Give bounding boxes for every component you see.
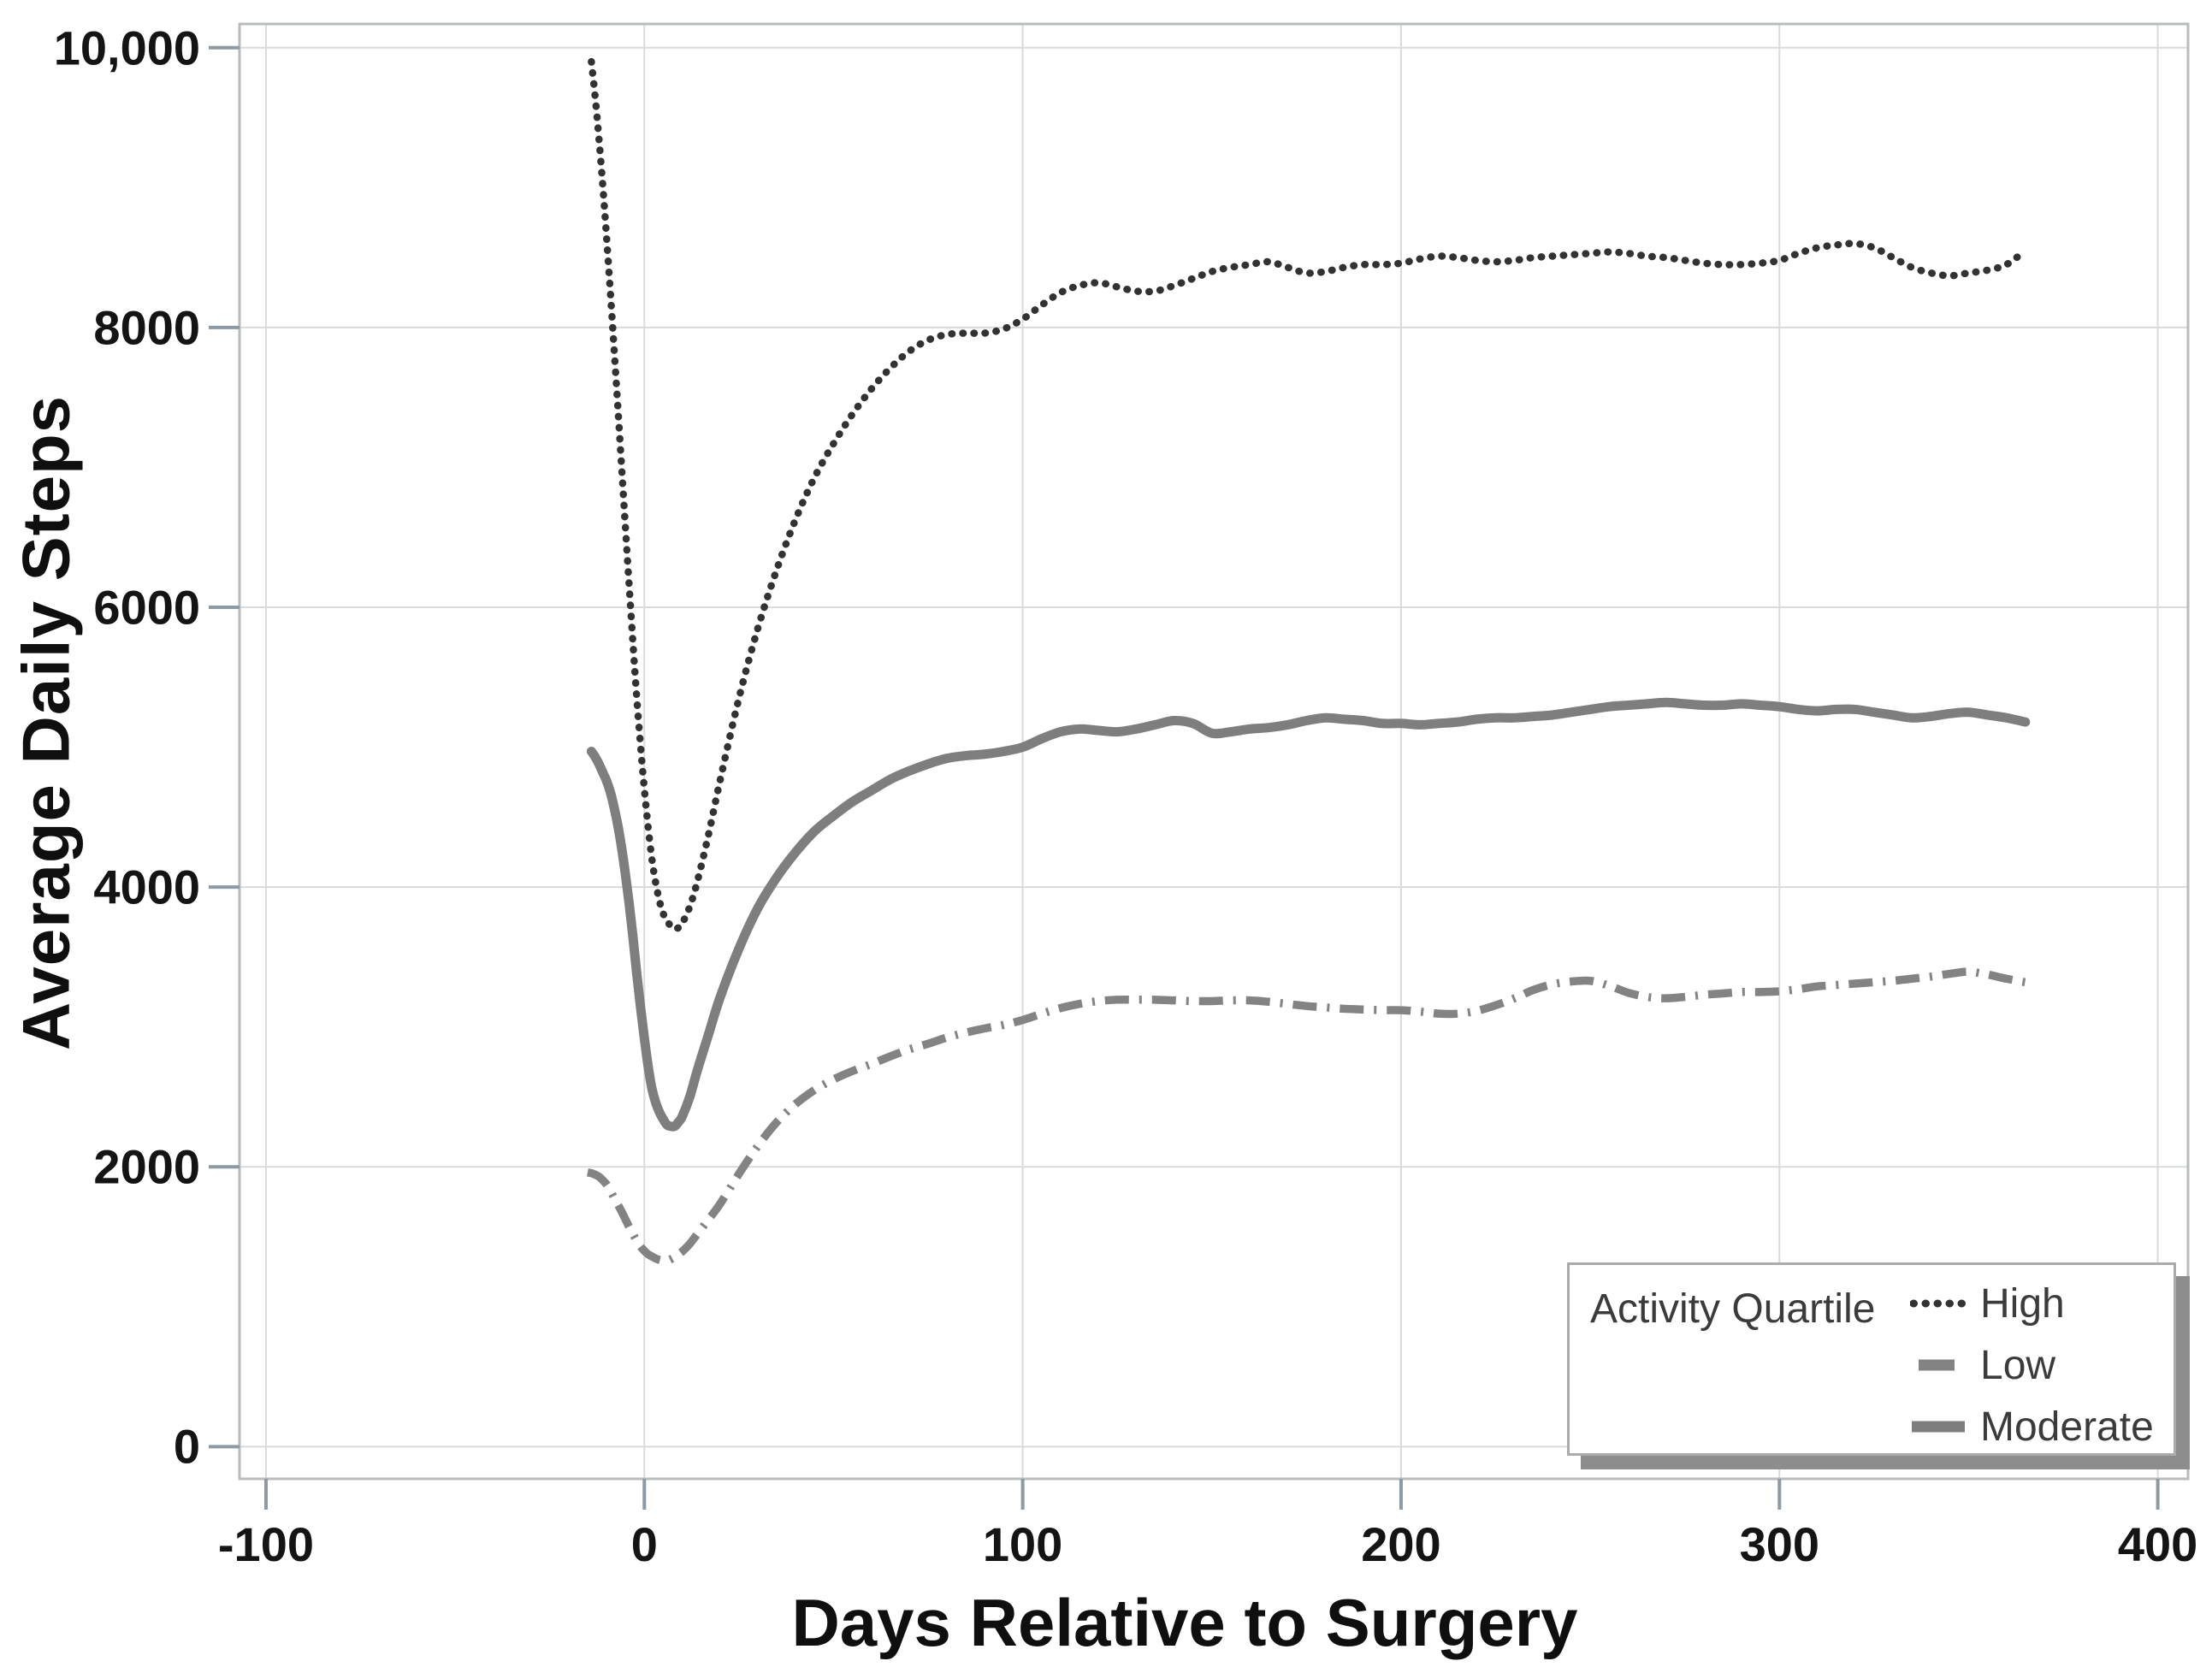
y-tick-label: 10,000: [53, 21, 200, 75]
legend-item-moderate: Moderate: [1910, 1402, 2154, 1451]
legend-title: Activity Quartile: [1590, 1286, 1876, 1332]
x-tick-label: 400: [2117, 1517, 2198, 1571]
x-tick-label: 200: [1361, 1517, 1441, 1571]
y-tick-label: 8000: [93, 300, 200, 355]
y-tick-label: 6000: [93, 580, 200, 635]
legend-swatch-high-dotted-line-icon: [1910, 1299, 1967, 1308]
legend: Activity Quartile High Low Moderate: [1567, 1262, 2176, 1456]
legend-swatch-low-dash-line-icon: [1919, 1359, 1955, 1371]
x-tick-label: 100: [982, 1517, 1063, 1571]
y-tick-label: 0: [173, 1419, 200, 1474]
legend-item-label: Moderate: [1980, 1404, 2154, 1450]
x-axis-title: Days Relative to Surgery: [791, 1585, 1578, 1660]
y-tick-label: 2000: [93, 1139, 200, 1194]
legend-item-label: Low: [1980, 1342, 2056, 1388]
series-line-moderate: [586, 697, 2031, 1132]
legend-item-high: High: [1910, 1279, 2065, 1328]
series-line-low: [587, 967, 2026, 1265]
x-tick-label: -100: [217, 1517, 314, 1571]
y-tick-label: 4000: [93, 860, 200, 914]
plot-frame: [238, 22, 2190, 1481]
legend-swatch-moderate-solid-line-icon: [1912, 1421, 1965, 1433]
legend-item-label: High: [1980, 1280, 2065, 1327]
y-axis-title: Average Daily Steps: [8, 394, 84, 1051]
x-tick-label: 0: [630, 1517, 658, 1571]
x-tick-label: 300: [1739, 1517, 1819, 1571]
series-line-high: [588, 57, 2030, 933]
legend-item-low: Low: [1910, 1340, 2055, 1390]
